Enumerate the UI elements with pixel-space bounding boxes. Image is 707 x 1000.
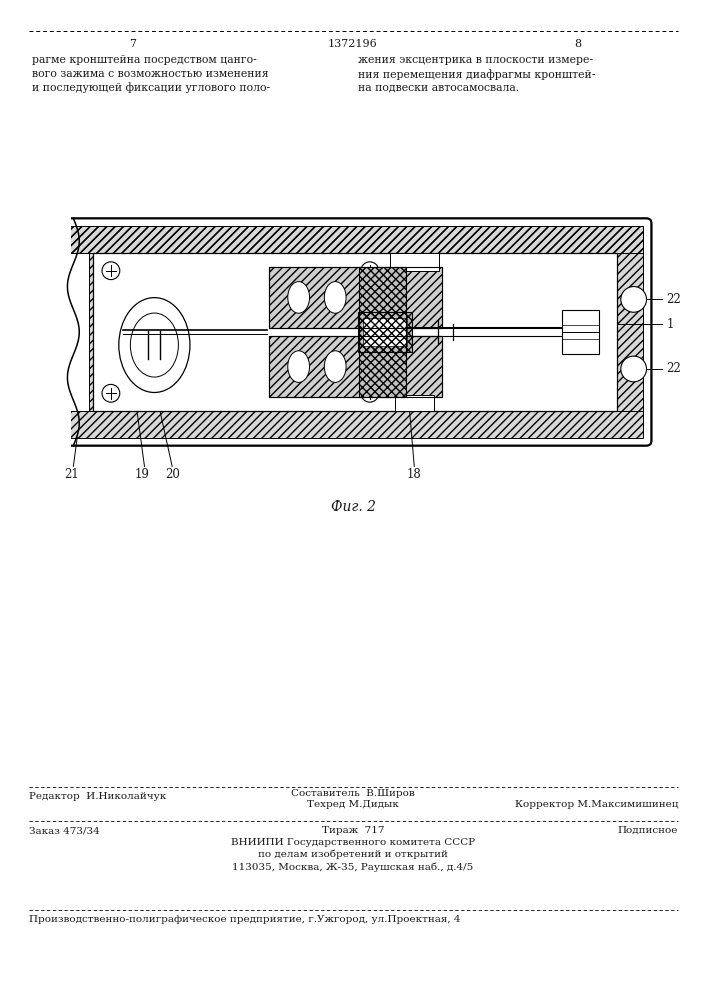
Ellipse shape — [325, 282, 346, 313]
Text: Корректор М.Максимишинец: Корректор М.Максимишинец — [515, 800, 678, 809]
Ellipse shape — [288, 351, 310, 382]
Bar — [93, 253, 617, 411]
Ellipse shape — [325, 351, 346, 382]
Bar — [617, 253, 643, 411]
Bar — [269, 267, 442, 328]
Bar — [269, 336, 442, 397]
Bar — [67, 411, 643, 438]
Text: рагме кронштейна посредством цанго-
вого зажима с возможностью изменения
и после: рагме кронштейна посредством цанго- вого… — [32, 55, 270, 93]
Bar — [89, 253, 97, 411]
Circle shape — [361, 384, 379, 402]
Bar — [359, 267, 407, 397]
Text: 7: 7 — [129, 39, 136, 49]
Bar — [358, 312, 412, 352]
Ellipse shape — [119, 298, 190, 392]
Text: Техред М.Дидык: Техред М.Дидык — [307, 800, 399, 809]
Bar — [67, 226, 643, 253]
Bar — [363, 318, 407, 346]
Bar — [390, 253, 439, 271]
Text: 8: 8 — [574, 39, 581, 49]
FancyBboxPatch shape — [59, 218, 651, 446]
Bar — [617, 253, 643, 411]
Circle shape — [361, 262, 379, 280]
Text: 19: 19 — [135, 468, 150, 481]
Bar — [359, 267, 407, 397]
Bar — [269, 267, 442, 328]
Text: Составитель  В.Широв: Составитель В.Широв — [291, 789, 415, 798]
Bar — [561, 310, 599, 354]
Text: 18: 18 — [407, 468, 421, 481]
Circle shape — [621, 287, 646, 312]
Bar — [269, 336, 442, 397]
Text: 22: 22 — [666, 293, 681, 306]
Text: Фиг. 2: Фиг. 2 — [330, 500, 375, 514]
Text: Производственно-полиграфическое предприятие, г.Ужгород, ул.Проектная, 4: Производственно-полиграфическое предприя… — [29, 915, 460, 924]
Text: 1372196: 1372196 — [328, 39, 378, 49]
Circle shape — [102, 262, 119, 280]
Bar — [358, 312, 412, 352]
Text: ВНИИПИ Государственного комитета СССР
по делам изобретений и открытий
113035, Мо: ВНИИПИ Государственного комитета СССР по… — [231, 838, 475, 872]
Text: Подписное: Подписное — [618, 826, 678, 835]
Text: 1: 1 — [666, 318, 674, 331]
Text: жения эксцентрика в плоскости измере-
ния перемещения диафрагмы кронштей-
на под: жения эксцентрика в плоскости измере- ни… — [358, 55, 595, 93]
Text: Заказ 473/34: Заказ 473/34 — [29, 826, 100, 835]
Text: Тираж  717: Тираж 717 — [322, 826, 385, 835]
Bar — [67, 226, 643, 253]
Text: 22: 22 — [666, 362, 681, 375]
Bar — [4, 213, 71, 451]
Bar — [395, 395, 434, 411]
Text: Редактор  И.Николайчук: Редактор И.Николайчук — [29, 792, 166, 801]
Circle shape — [621, 356, 646, 382]
Circle shape — [102, 384, 119, 402]
Bar — [67, 411, 643, 438]
Text: 21: 21 — [64, 468, 78, 481]
Ellipse shape — [288, 282, 310, 313]
Bar — [269, 267, 442, 328]
Bar — [89, 253, 97, 411]
Bar — [269, 336, 442, 397]
Ellipse shape — [130, 313, 178, 377]
Text: 20: 20 — [165, 468, 180, 481]
Bar — [67, 226, 643, 253]
